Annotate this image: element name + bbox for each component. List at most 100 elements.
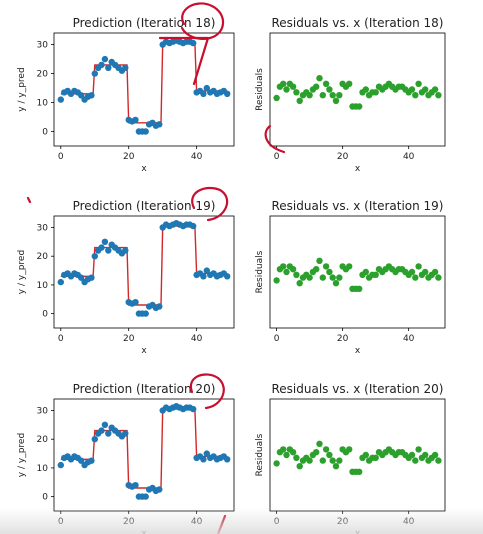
data-point — [57, 278, 64, 286]
prediction-line — [60, 225, 228, 306]
residual-point — [313, 449, 320, 456]
residual-point — [415, 446, 422, 453]
axes-frame — [53, 32, 235, 147]
data-point — [91, 253, 99, 260]
data-point — [78, 274, 85, 281]
chart-panel-4: Residuals vs. x (Iteration 19) 0 20 40 x Resi… — [255, 199, 446, 356]
residual-point — [362, 451, 369, 459]
data-point — [132, 299, 139, 306]
chart-panel-3: Prediction (Iteration 19) 0 20 40 0 10 20 30 x y … — [17, 199, 235, 356]
data-point — [105, 430, 112, 437]
data-point — [101, 55, 109, 63]
residual-point — [289, 83, 297, 90]
data-point — [156, 303, 163, 310]
axes-frame — [269, 32, 446, 147]
data-point — [190, 405, 197, 413]
residual-point — [412, 457, 419, 464]
residual-point — [412, 274, 419, 281]
x-tick-label: 0 — [58, 334, 64, 344]
y-axis-label: y / y_pred — [17, 67, 27, 111]
annotation-arc — [264, 124, 286, 154]
residual-point — [280, 263, 287, 270]
residual-point — [415, 80, 422, 88]
residual-point — [326, 268, 333, 276]
residual-point — [422, 451, 429, 459]
data-point — [88, 457, 95, 464]
residual-point — [431, 451, 439, 459]
data-point — [203, 267, 210, 274]
data-point — [91, 436, 99, 443]
residual-point — [306, 92, 313, 99]
data-point — [101, 421, 109, 428]
residual-point — [356, 468, 363, 475]
residual-point — [283, 268, 290, 276]
residual-point — [293, 271, 300, 278]
chart-title: Residuals vs. x (Iteration 19) — [272, 199, 444, 213]
residual-point — [322, 263, 330, 270]
data-point — [156, 486, 163, 493]
data-point — [105, 64, 112, 72]
data-point — [142, 310, 149, 317]
residual-point — [372, 271, 379, 278]
data-point — [142, 128, 149, 135]
residual-point — [336, 457, 343, 464]
y-tick-label: 0 — [42, 310, 48, 320]
y-tick-label: 0 — [42, 128, 48, 138]
residual-point — [431, 268, 439, 276]
data-point — [78, 92, 85, 99]
residual-point — [296, 97, 303, 105]
residual-point — [336, 92, 343, 99]
residual-point — [289, 266, 297, 273]
residual-point — [431, 86, 439, 93]
residual-point — [329, 274, 336, 281]
data-point — [122, 247, 129, 254]
residual-point — [356, 285, 363, 292]
x-tick-label: 20 — [337, 152, 349, 162]
data-point — [98, 427, 105, 434]
residual-point — [280, 80, 287, 88]
chart-title: Prediction (Iteration 19) — [73, 199, 216, 213]
annotation-dot — [26, 196, 32, 204]
residual-point — [273, 94, 280, 102]
residual-point — [283, 86, 290, 93]
data-point — [88, 274, 95, 281]
residual-point — [313, 266, 320, 273]
chart-title: Residuals vs. x (Iteration 18) — [272, 16, 444, 30]
chart-panel-1: Prediction (Iteration 18) 0 20 40 0 10 20 30 x y … — [17, 16, 235, 174]
x-tick-label: 40 — [403, 334, 415, 344]
data-point — [57, 461, 64, 469]
residual-point — [319, 92, 326, 99]
residual-point — [322, 80, 330, 88]
residual-point — [316, 440, 323, 447]
residual-point — [336, 274, 343, 281]
chart-title: Prediction (Iteration 18) — [73, 16, 216, 30]
prediction-line — [60, 42, 228, 124]
axes-frame — [269, 215, 446, 329]
data-point — [224, 90, 231, 98]
chart-panel-2: Residuals vs. x (Iteration 18) 0 20 40 x Resi… — [255, 16, 446, 174]
residual-point — [362, 268, 369, 276]
residual-point — [372, 89, 379, 96]
residual-point — [326, 451, 333, 459]
data-point — [132, 116, 139, 124]
residual-point — [346, 263, 353, 270]
data-point — [98, 61, 105, 69]
y-tick-label: 30 — [37, 41, 49, 51]
x-axis-label: x — [141, 164, 147, 174]
data-point — [203, 84, 210, 92]
data-point — [156, 121, 163, 128]
y-tick-label: 30 — [37, 223, 49, 233]
residual-point — [435, 457, 442, 464]
residual-point — [415, 263, 422, 270]
residual-point — [306, 274, 313, 281]
residual-point — [280, 446, 287, 453]
residual-point — [322, 446, 330, 453]
y-tick-label: 10 — [37, 281, 49, 291]
residual-point — [408, 86, 416, 93]
annotation-bracket — [158, 36, 210, 86]
data-point — [98, 244, 105, 251]
residual-point — [316, 257, 323, 264]
chart-title: Residuals vs. x (Iteration 20) — [272, 382, 444, 396]
